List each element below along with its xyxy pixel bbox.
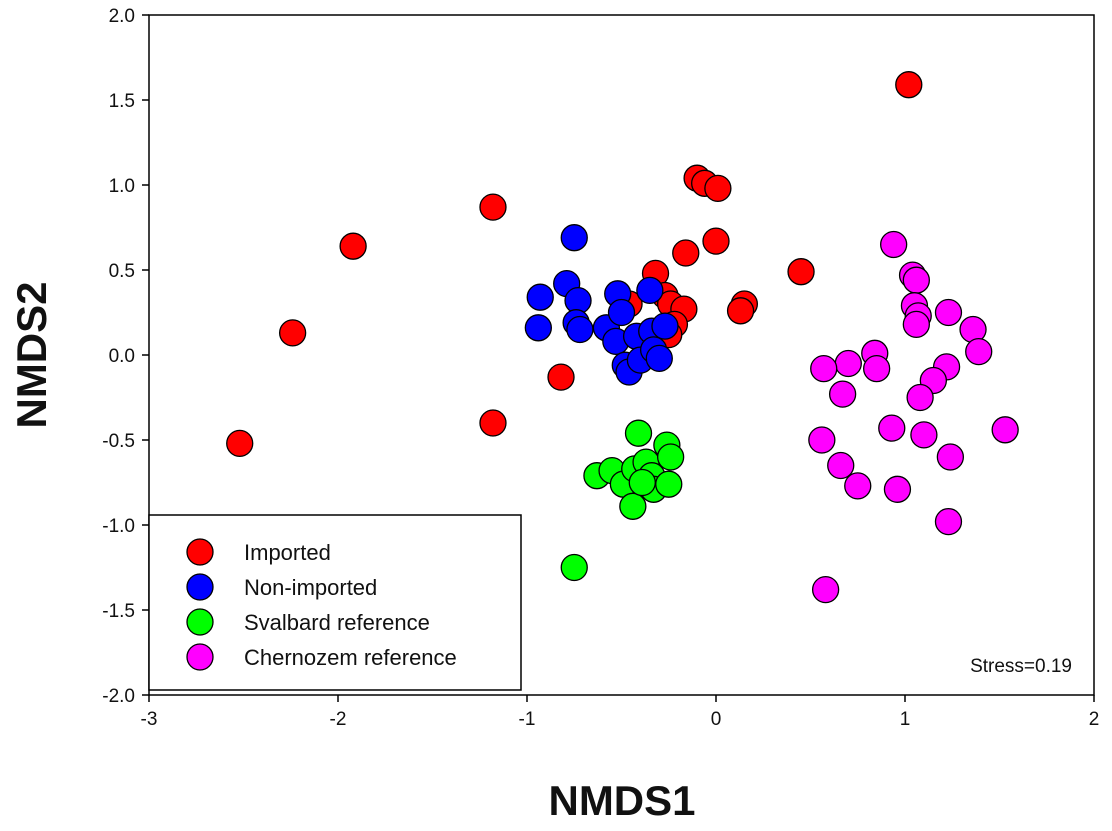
data-point-chernozem-reference bbox=[808, 426, 836, 454]
data-point-imported bbox=[479, 193, 507, 221]
data-point-imported bbox=[547, 363, 575, 391]
data-point-chernozem-reference bbox=[902, 310, 930, 339]
data-point-chernozem-reference bbox=[910, 421, 938, 449]
data-point-imported bbox=[339, 232, 367, 260]
data-point-non-imported bbox=[651, 312, 679, 340]
legend-label-imported: Imported bbox=[244, 540, 331, 565]
data-point-chernozem-reference bbox=[863, 354, 891, 383]
legend-label-svalbard-reference: Svalbard reference bbox=[244, 610, 430, 635]
data-point-chernozem-reference bbox=[834, 349, 862, 378]
x-tick-label: -3 bbox=[141, 709, 158, 730]
x-tick-label: -1 bbox=[519, 709, 536, 730]
data-point-chernozem-reference bbox=[880, 230, 908, 259]
y-tick-label: 2.0 bbox=[109, 6, 135, 27]
data-point-imported bbox=[787, 258, 815, 286]
data-point-svalbard-reference bbox=[560, 553, 588, 582]
legend-marker-chernozem-reference bbox=[186, 643, 214, 671]
data-point-imported bbox=[226, 429, 254, 458]
y-tick-label: 1.0 bbox=[109, 176, 135, 197]
data-point-imported bbox=[479, 409, 507, 437]
data-point-chernozem-reference bbox=[878, 414, 906, 442]
y-tick-label: -1.5 bbox=[102, 601, 135, 622]
axis-ticks: -3 -2 -1 0 1 2 -2.0 -1.5 -1.0 -0.5 0.0 0.5 1.0 1.5 2.0 bbox=[102, 6, 1099, 730]
data-point-chernozem-reference bbox=[934, 507, 963, 536]
data-point-chernozem-reference bbox=[902, 266, 930, 294]
data-point-imported bbox=[726, 297, 755, 325]
x-tick-label: 2 bbox=[1089, 709, 1100, 730]
data-point-chernozem-reference bbox=[936, 443, 965, 471]
y-tick-label: 0.0 bbox=[109, 346, 135, 367]
data-point-imported bbox=[704, 174, 732, 203]
data-point-non-imported bbox=[560, 224, 588, 252]
data-point-svalbard-reference bbox=[624, 419, 653, 447]
y-tick-label: 0.5 bbox=[109, 261, 135, 282]
data-point-chernozem-reference bbox=[906, 383, 934, 412]
legend-entries: Imported Non-imported Svalbard reference Ch… bbox=[186, 538, 457, 671]
data-point-svalbard-reference bbox=[655, 470, 683, 498]
data-point-non-imported bbox=[645, 344, 673, 373]
y-tick-label: -2.0 bbox=[102, 686, 135, 707]
data-point-chernozem-reference bbox=[991, 416, 1019, 444]
x-axis-title: NMDS1 bbox=[548, 777, 695, 824]
data-point-chernozem-reference bbox=[810, 354, 838, 383]
x-tick-label: 0 bbox=[711, 709, 722, 730]
data-point-imported bbox=[702, 227, 730, 255]
data-point-chernozem-reference bbox=[811, 575, 840, 604]
data-point-non-imported bbox=[526, 283, 554, 311]
data-point-chernozem-reference bbox=[844, 472, 872, 500]
data-point-non-imported bbox=[607, 298, 636, 327]
legend-label-non-imported: Non-imported bbox=[244, 575, 377, 600]
x-tick-label: 1 bbox=[900, 709, 911, 730]
data-point-imported bbox=[895, 71, 923, 99]
legend-box: Imported Non-imported Svalbard reference Ch… bbox=[148, 514, 522, 691]
data-point-chernozem-reference bbox=[828, 380, 857, 408]
data-point-imported bbox=[278, 319, 307, 347]
y-tick-label: -0.5 bbox=[102, 431, 135, 452]
data-points bbox=[226, 71, 1019, 604]
data-point-chernozem-reference bbox=[827, 451, 855, 480]
legend-label-chernozem-reference: Chernozem reference bbox=[244, 645, 457, 670]
data-point-imported bbox=[672, 239, 700, 267]
data-point-chernozem-reference bbox=[934, 298, 963, 327]
data-point-chernozem-reference bbox=[883, 475, 912, 503]
legend-marker-non-imported bbox=[186, 573, 214, 601]
data-point-svalbard-reference bbox=[656, 443, 685, 471]
legend-marker-imported bbox=[186, 538, 214, 566]
data-point-non-imported bbox=[524, 314, 552, 342]
y-tick-label: -1.0 bbox=[102, 516, 135, 537]
y-axis-title: NMDS2 bbox=[8, 281, 55, 428]
x-tick-label: -2 bbox=[330, 709, 347, 730]
stress-annotation: Stress=0.19 bbox=[970, 656, 1072, 677]
legend-marker-svalbard-reference bbox=[186, 608, 214, 636]
data-point-non-imported bbox=[636, 276, 664, 305]
data-point-svalbard-reference bbox=[628, 468, 656, 497]
data-point-non-imported bbox=[566, 315, 594, 344]
data-point-chernozem-reference bbox=[965, 337, 993, 366]
y-tick-label: 1.5 bbox=[109, 91, 135, 112]
data-point-svalbard-reference bbox=[619, 492, 647, 520]
